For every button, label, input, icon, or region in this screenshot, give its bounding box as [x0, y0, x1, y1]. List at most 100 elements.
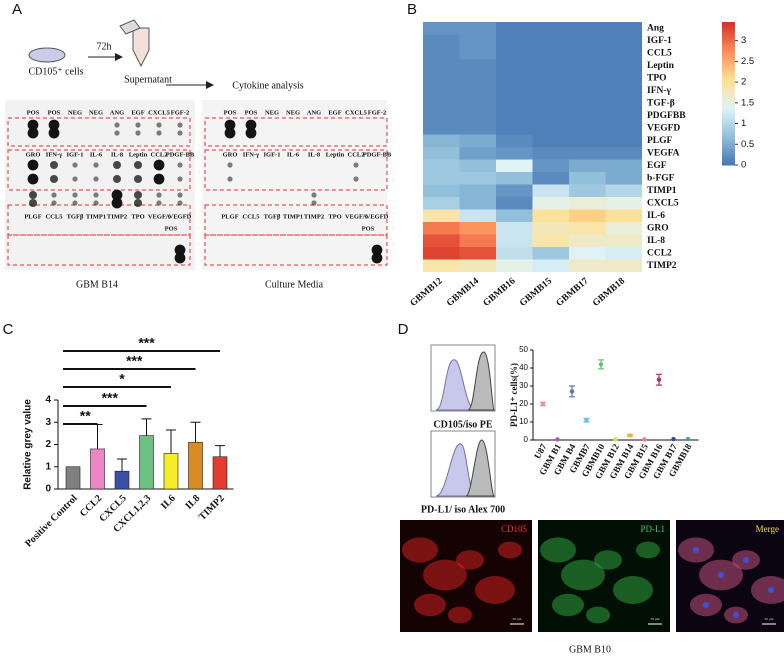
heat-cell: [423, 72, 460, 85]
blot-dot: [48, 127, 60, 139]
blot-label: CXCL5: [148, 109, 170, 116]
heat-cell: [605, 197, 642, 210]
blot-label: CCL5: [46, 213, 64, 220]
colorbar-step: [722, 91, 735, 94]
heat-cell: [496, 259, 533, 272]
cell-blob: [613, 576, 653, 604]
dashed-box: [204, 234, 388, 266]
colorbar-step: [722, 153, 735, 156]
blot-dot: [153, 173, 165, 185]
row-label: b-FGF: [647, 173, 675, 183]
colorbar-tick-label: 1.5: [741, 97, 754, 108]
heat-cell: [459, 234, 496, 247]
heat-cell: [569, 147, 606, 160]
blot-dot: [153, 159, 165, 171]
heat-cell: [605, 159, 642, 172]
column-label: GBMB14: [445, 276, 481, 309]
bar: [139, 435, 154, 490]
colorbar-step: [722, 62, 735, 66]
heat-cell: [532, 47, 569, 60]
colorbar-tick-label: 3: [741, 35, 746, 46]
blot-dot: [156, 200, 162, 206]
colorbar-step: [722, 31, 735, 35]
heat-cell: [459, 97, 496, 110]
significance-label: ***: [102, 390, 119, 406]
colorbar-step: [722, 60, 735, 64]
blot-dot: [311, 192, 317, 198]
colorbar-step: [722, 119, 735, 123]
blot-label: IFN-γ: [46, 151, 62, 158]
x-tick-label: IL8: [183, 493, 202, 512]
blot-dot: [72, 192, 78, 198]
blot-dot: [93, 162, 99, 168]
heat-cell: [605, 184, 642, 197]
colorbar-step: [722, 48, 735, 52]
colorbar-step: [722, 81, 735, 85]
heat-cell: [459, 109, 496, 122]
dashed-box: [204, 117, 388, 147]
colorbar-tick-label: 2.5: [741, 56, 754, 67]
heat-cell: [423, 159, 460, 172]
heat-cell: [423, 34, 460, 47]
blot-label: FGF-2: [171, 109, 189, 116]
blot-dot: [27, 159, 39, 171]
blot-caption: Culture Media: [265, 279, 324, 290]
panel-label: D: [398, 321, 409, 338]
blot-dot: [51, 192, 57, 198]
heat-cell: [496, 22, 533, 35]
row-label: CXCL5: [647, 198, 679, 208]
bar: [114, 470, 130, 490]
heat-cell: [423, 222, 460, 235]
colorbar-step: [722, 67, 735, 71]
heat-cell: [605, 209, 642, 222]
heat-cell: [459, 222, 496, 235]
heat-cell: [532, 97, 569, 110]
blot-label: POS: [224, 109, 237, 116]
colorbar-step: [722, 57, 735, 61]
blot-label: TGFβ: [67, 213, 84, 220]
blot-label: POS: [362, 225, 375, 232]
blot-label: VEGFA: [148, 213, 171, 220]
blot-dot: [113, 175, 121, 183]
blot-label: GRO: [26, 151, 41, 158]
blot-dot: [156, 122, 162, 128]
y-tick-label: 1: [45, 461, 51, 472]
row-label: EGF: [647, 161, 667, 171]
row-label: PLGF: [647, 136, 673, 146]
blot-label: TPO: [328, 213, 341, 220]
heat-cell: [569, 122, 606, 135]
heat-cell: [423, 84, 460, 97]
heat-cell: [459, 59, 496, 72]
colorbar-step: [722, 160, 735, 164]
blot-dot: [227, 162, 233, 168]
heat-cell: [532, 159, 569, 172]
flow-label: PD-L1/ iso Alex 700: [421, 504, 505, 515]
blot-label: PDGF-BB: [363, 151, 392, 158]
panel-label: B: [407, 1, 417, 18]
blot-label: NEG: [265, 109, 279, 116]
blot-label: CXCL5: [345, 109, 367, 116]
colorbar-step: [722, 138, 735, 142]
heat-cell: [423, 247, 460, 260]
blot-dot: [27, 173, 39, 185]
heat-cell: [605, 72, 642, 85]
colorbar-step: [722, 131, 735, 135]
row-label: Leptin: [647, 61, 675, 71]
heat-cell: [423, 172, 460, 185]
heat-cell: [532, 122, 569, 135]
heat-cell: [569, 22, 606, 35]
heat-cell: [423, 197, 460, 210]
heat-cell: [459, 147, 496, 160]
blot-dot: [174, 244, 186, 256]
heat-cell: [423, 134, 460, 147]
heat-cell: [423, 209, 460, 222]
cell-blob: [402, 537, 438, 563]
heat-cell: [569, 134, 606, 147]
heat-cell: [459, 34, 496, 47]
blot-label: Leptin: [129, 151, 148, 158]
cell-blob: [751, 576, 784, 604]
heat-cell: [569, 197, 606, 210]
heat-cell: [605, 34, 642, 47]
stain-histogram: [465, 439, 496, 497]
